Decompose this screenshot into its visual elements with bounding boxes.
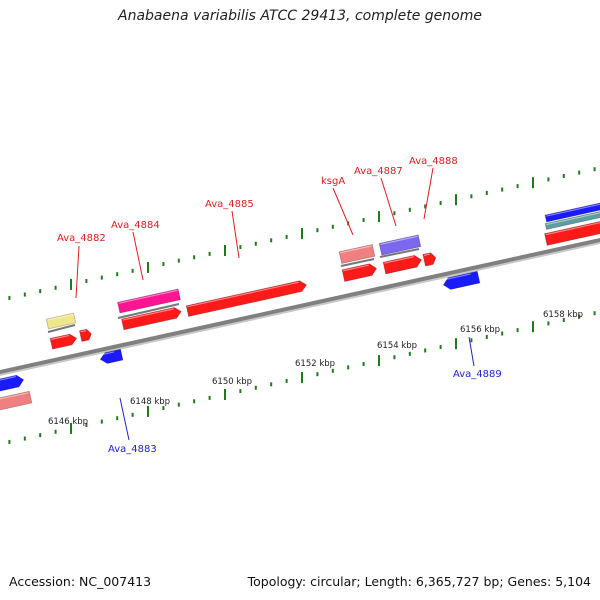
- scale-tick-labels: 6146 kbp 6148 kbp 6150 kbp 6152 kbp 6154 kbp…: [48, 310, 583, 427]
- gene-teal-right-edge-body: [544, 208, 600, 230]
- scale-tick-label: 6150 kbp: [212, 377, 252, 387]
- gene-ava-4884: [117, 288, 181, 314]
- scale-tick-label: 6154 kbp: [377, 341, 417, 351]
- gene-red-arrow: [341, 263, 378, 282]
- scale-tick-label: 6158 kbp: [543, 310, 583, 320]
- gene-labels: Ava_4882 Ava_4883 Ava_4884 Ava_4885 ksgA Ava_…: [57, 156, 502, 455]
- gene-ava-4887: [378, 234, 422, 256]
- gene-blue-right-edge: [544, 199, 600, 223]
- gene-label-leader: [332, 187, 354, 236]
- scale-tick-label: 6156 kbp: [460, 325, 500, 335]
- gene-ava-4885-highlight: [187, 281, 299, 308]
- gene-red-arrow-body: [121, 307, 182, 331]
- gene-ava-4887-body: [378, 234, 422, 256]
- gene-label-leader: [119, 397, 130, 441]
- gene-blue-left-edge: [0, 374, 25, 393]
- gene-label-ava-4882: Ava_4882: [57, 233, 106, 244]
- gene-ava-4889: [442, 270, 481, 290]
- scale-tick-label: 6152 kbp: [295, 359, 335, 369]
- bottom-scale-ticks: [8, 311, 596, 444]
- gene-ava-4882-box-highlight: [47, 313, 74, 321]
- gene-ava-4882-underline: [47, 324, 76, 333]
- gene-label-ava-4884: Ava_4884: [111, 220, 160, 231]
- gene-red-arrow: [382, 254, 423, 275]
- gene-ava-4889-body: [442, 270, 481, 290]
- gene-red-arrow-highlight: [122, 308, 174, 321]
- gene-label-ava-4887: Ava_4887: [354, 166, 403, 177]
- gene-ava-4882-box-body: [45, 312, 77, 330]
- gene-salmon-left-edge: [0, 390, 33, 412]
- gene-ksga-highlight: [340, 245, 372, 254]
- gene-ava-4884-body: [117, 288, 181, 314]
- accession-text: Accession: NC_007413: [9, 574, 152, 589]
- gene-ava-4883-highlight: [100, 351, 115, 356]
- gene-ava-4883: [99, 348, 124, 364]
- gene-red-arrow-highlight: [343, 264, 369, 272]
- backbone-line: [0, 237, 600, 375]
- gene-red-arrow-body: [341, 263, 378, 282]
- gene-ava-4889-highlight: [443, 273, 471, 281]
- gene-blue-left-edge-body: [0, 374, 25, 393]
- gene-features: [0, 199, 600, 412]
- gene-ksga-underline: [340, 258, 375, 267]
- gene-salmon-left-edge-body: [0, 390, 33, 412]
- gene-red-arrow: [49, 333, 78, 350]
- gene-red-arrow-small: [78, 328, 92, 343]
- gene-teal-right-edge: [544, 208, 600, 230]
- gene-label-ava-4888: Ava_4888: [409, 156, 458, 167]
- gene-red-right-edge-highlight: [545, 219, 600, 236]
- gene-ava-4884-highlight: [118, 289, 178, 304]
- gene-red-right-edge: [544, 218, 600, 246]
- gene-label-ava-4885: Ava_4885: [205, 199, 254, 210]
- gene-ava-4888-highlight: [423, 253, 431, 256]
- gene-label-leader: [380, 177, 397, 227]
- gene-blue-right-edge-highlight: [546, 200, 600, 217]
- scale-tick-label: 6148 kbp: [130, 397, 170, 407]
- gene-ksga: [338, 244, 376, 264]
- gene-label-leader: [75, 245, 80, 299]
- gene-red-arrow-body: [382, 254, 423, 275]
- gene-label-leader: [423, 167, 434, 220]
- gene-ava-4888-body: [422, 252, 437, 267]
- gene-red-arrow: [121, 307, 182, 331]
- gene-teal-right-edge-highlight: [546, 209, 600, 226]
- gene-ava-4887-highlight: [380, 235, 418, 245]
- gene-red-arrow-small-highlight: [80, 330, 87, 333]
- gene-blue-left-edge-highlight: [0, 376, 16, 382]
- gene-ava-4885: [185, 280, 308, 317]
- scale-tick-label: 6146 kbp: [48, 417, 88, 427]
- gene-label-leader: [468, 336, 475, 367]
- gene-label-ava-4889: Ava_4889: [453, 369, 502, 380]
- genome-summary-text: Topology: circular; Length: 6,365,727 bp…: [247, 574, 591, 589]
- gene-red-right-edge-body: [544, 218, 600, 246]
- gene-label-leader: [231, 210, 240, 259]
- gene-red-arrow-highlight: [51, 334, 70, 340]
- chromosome-backbone: [0, 237, 600, 377]
- gene-label-ava-4883: Ava_4883: [108, 444, 157, 455]
- gene-ava-4884-underline: [117, 303, 180, 319]
- gene-blue-right-edge-body: [544, 199, 600, 223]
- gene-ava-4887-underline: [379, 248, 420, 258]
- gene-red-arrow-small-body: [78, 328, 92, 343]
- gene-red-arrow-highlight: [384, 256, 414, 264]
- gene-ava-4883-body: [99, 348, 124, 364]
- gene-red-arrow-body: [49, 333, 78, 350]
- genome-title: Anabaena variabilis ATCC 29413, complete…: [118, 8, 482, 24]
- gene-ksga-body: [338, 244, 376, 264]
- gene-ava-4882-box: [45, 312, 77, 330]
- gene-label-ksga: ksgA: [321, 176, 345, 187]
- gene-salmon-left-edge-highlight: [0, 392, 29, 401]
- gene-ava-4885-body: [185, 280, 308, 317]
- gene-ava-4888: [422, 252, 437, 267]
- gene-label-leader: [132, 231, 144, 281]
